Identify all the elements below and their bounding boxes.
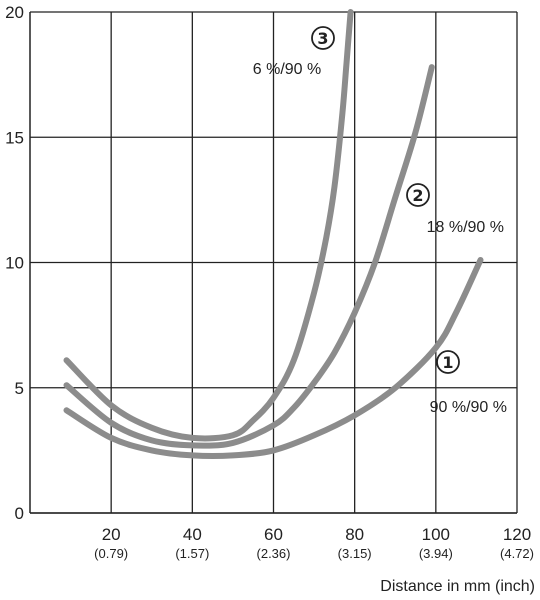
x-tick-sublabel: (4.72): [500, 546, 534, 561]
marker-number-1: 1: [442, 353, 453, 372]
x-tick-label: 100: [422, 525, 450, 544]
marker-circle-3: [311, 26, 335, 50]
y-tick-label: 15: [5, 128, 24, 147]
series-label-2: 18 %/90 %: [427, 219, 504, 236]
x-tick-sublabel: (1.57): [175, 546, 209, 561]
marker-number-2: 2: [412, 186, 423, 205]
series-line-3: [63, 9, 354, 442]
series-label-1: 90 %/90 %: [430, 399, 507, 416]
x-tick-sublabel: (3.15): [338, 546, 372, 561]
x-tick-label: 120: [503, 525, 531, 544]
x-tick-sublabel: (0.79): [94, 546, 128, 561]
y-tick-label: 0: [15, 504, 24, 523]
marker-circle-2: [406, 183, 430, 207]
x-tick-sublabel: (3.94): [419, 546, 453, 561]
x-tick-label: 40: [183, 525, 202, 544]
series-line-2: [63, 64, 435, 449]
y-tick-label: 20: [5, 3, 24, 22]
x-tick-sublabel: (2.36): [257, 546, 291, 561]
series-label-3: 6 %/90 %: [253, 61, 321, 78]
x-tick-label: 60: [264, 525, 283, 544]
marker-circle-1: [436, 350, 460, 374]
x-axis-label: Distance in mm (inch): [380, 578, 535, 595]
x-tick-label: 80: [345, 525, 364, 544]
y-tick-label: 5: [15, 379, 24, 398]
x-tick-label: 20: [102, 525, 121, 544]
series-line-1: [63, 257, 484, 459]
marker-number-3: 3: [317, 29, 328, 48]
y-tick-label: 10: [5, 254, 24, 273]
